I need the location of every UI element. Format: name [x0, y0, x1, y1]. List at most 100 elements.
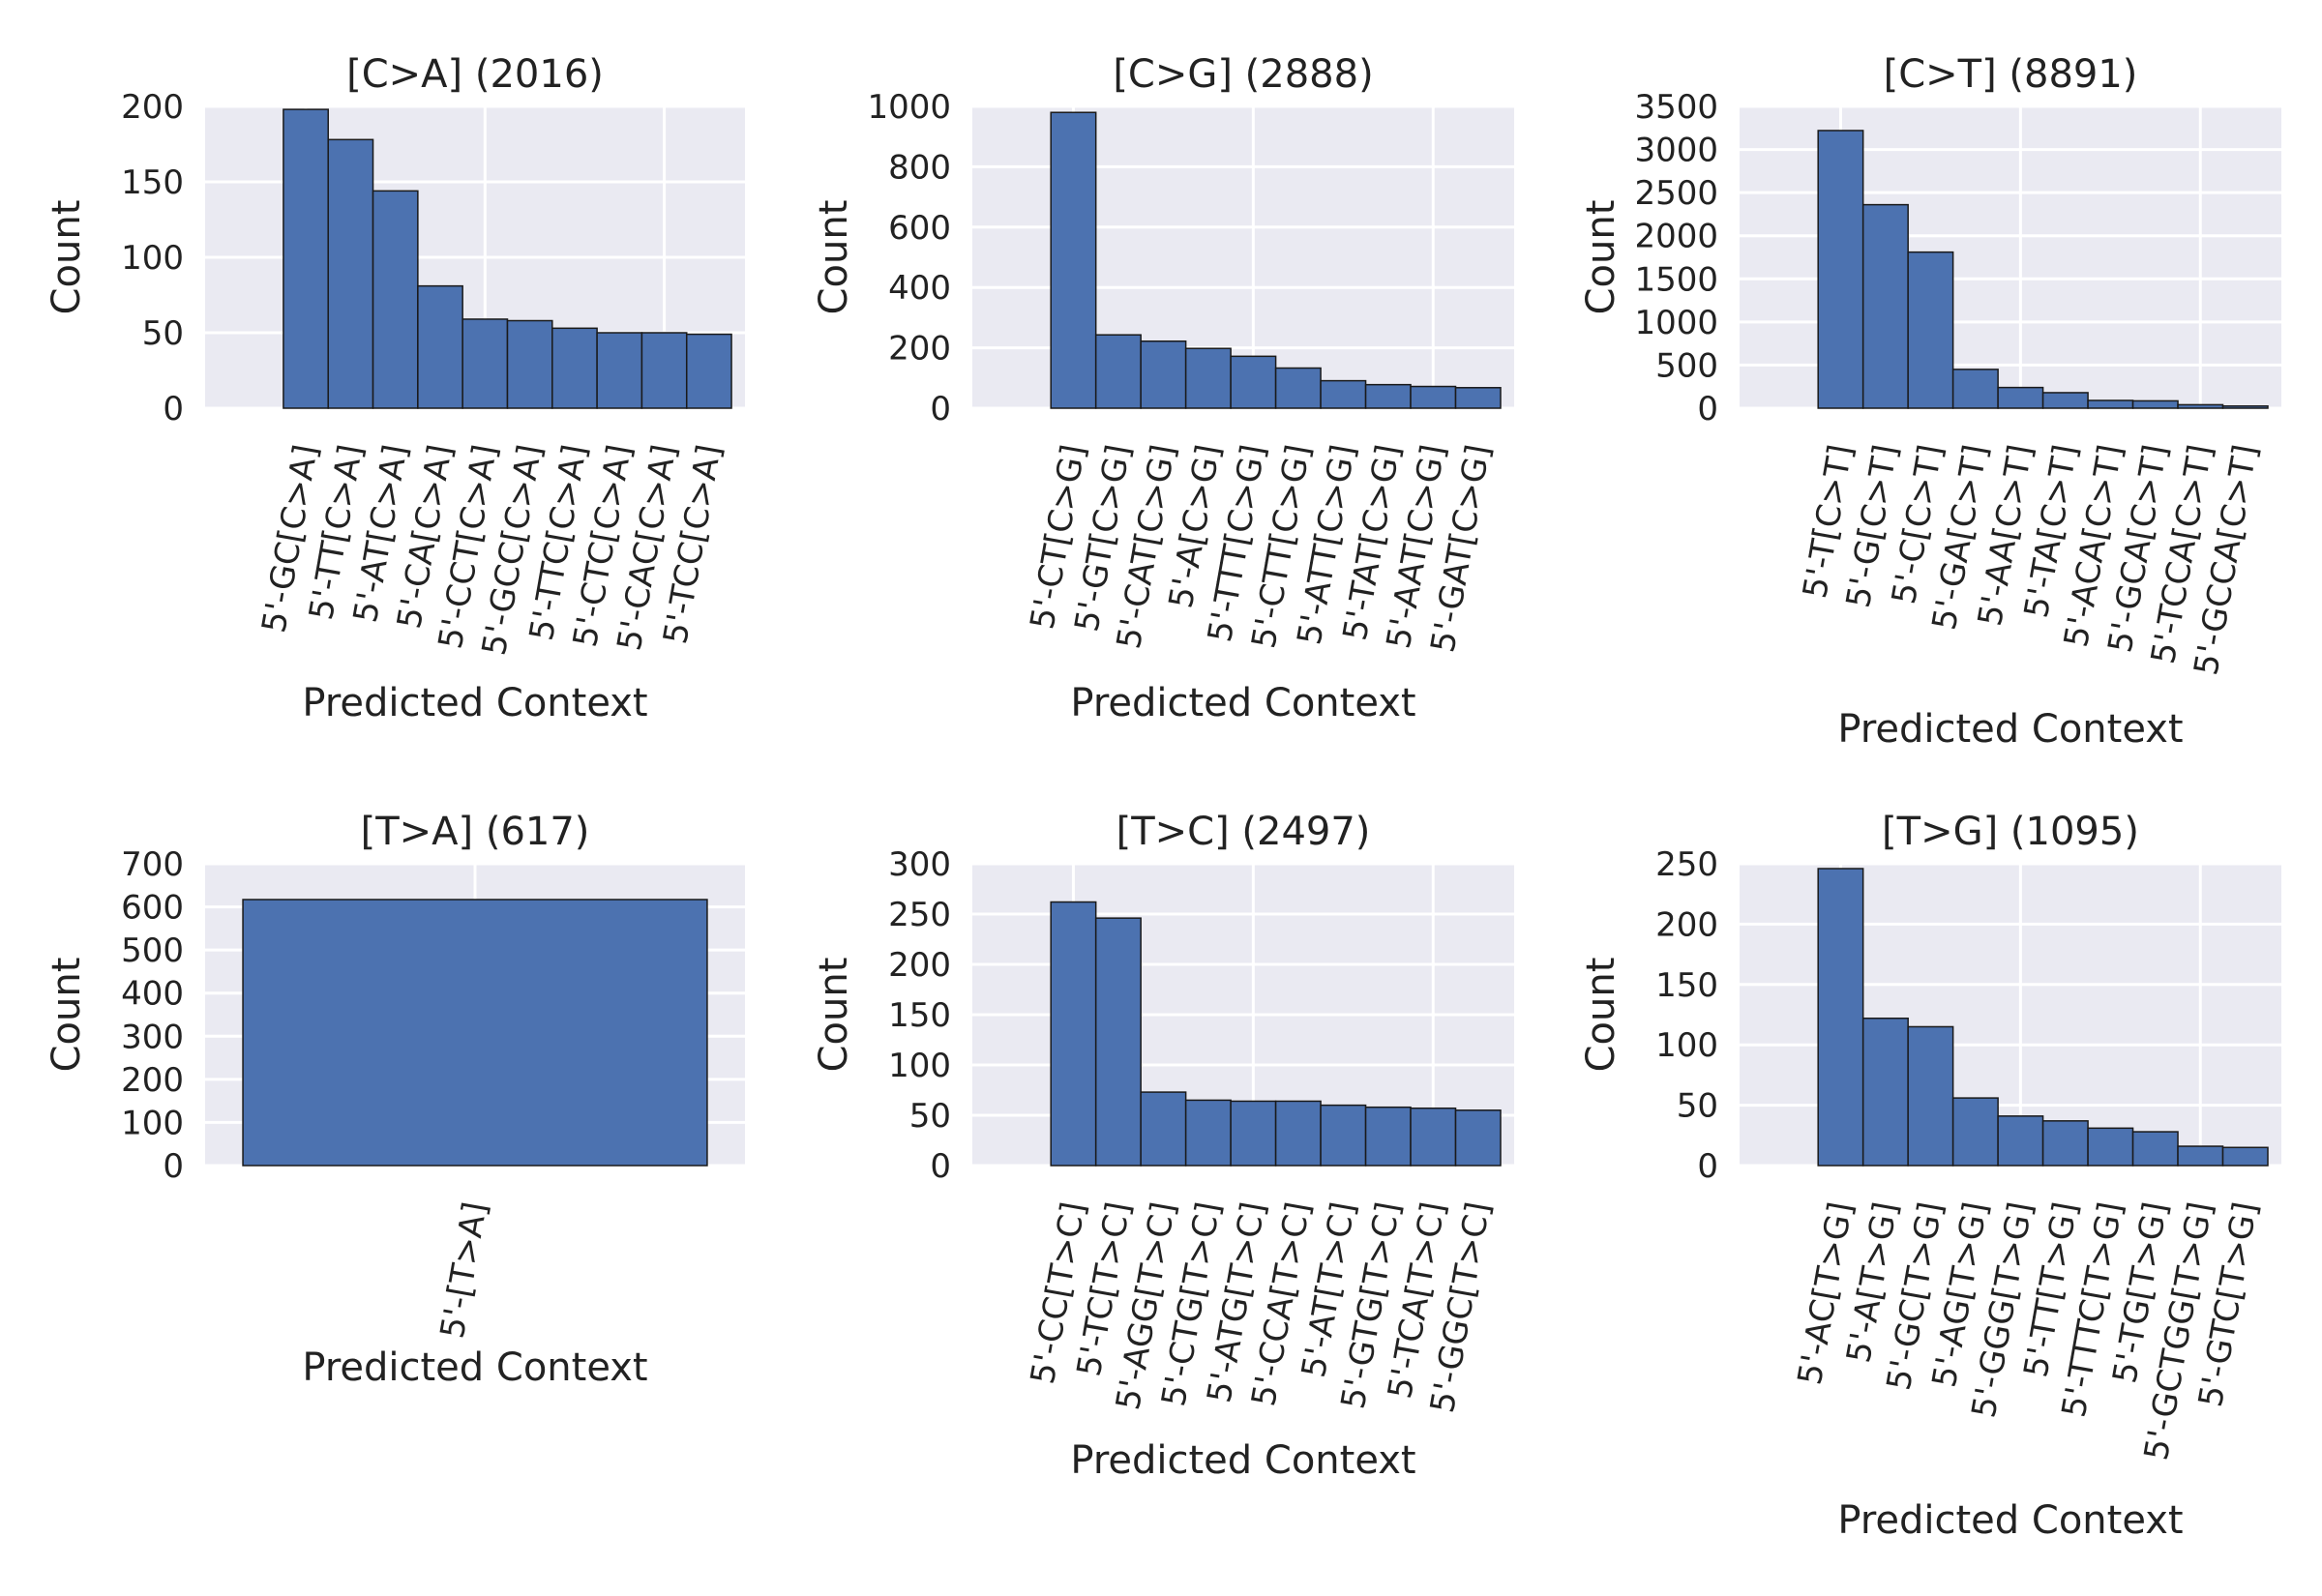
- bar: [1320, 1104, 1367, 1167]
- y-tick-label: 2500: [1634, 174, 1718, 213]
- y-tick-label: 50: [909, 1097, 951, 1136]
- bar: [1410, 385, 1457, 409]
- bar: [1817, 868, 1864, 1167]
- bar: [2177, 1145, 2224, 1167]
- y-tick-label: 700: [121, 845, 184, 884]
- bar: [2131, 1131, 2179, 1167]
- bar: [1050, 901, 1097, 1167]
- y-tick-label: 200: [121, 88, 184, 127]
- bar: [2131, 399, 2179, 409]
- y-tick-label: 400: [888, 269, 951, 308]
- y-tick-label: 300: [121, 1018, 184, 1056]
- y-axis-label: Count: [1579, 958, 1623, 1073]
- y-tick-label: 0: [1697, 1147, 1718, 1186]
- bar: [2221, 1146, 2269, 1167]
- chart-panel-2: 05001000150020002500300035005'-T[C>T]5'-…: [1579, 52, 2281, 752]
- y-tick-label: 200: [888, 330, 951, 369]
- chart-title: [T>G] (1095): [1882, 810, 2139, 854]
- chart-panel-0: 0501001502005'-GC[C>A]5'-TT[C>A]5'-AT[C>…: [45, 52, 745, 725]
- y-tick-label: 0: [163, 1147, 184, 1186]
- y-tick-label: 800: [888, 148, 951, 187]
- y-tick-label: 500: [121, 931, 184, 970]
- bar: [283, 108, 329, 409]
- x-axis-label: Predicted Context: [1837, 1498, 2183, 1543]
- bar: [1364, 1106, 1412, 1167]
- chart-panel-5: 0501001502002505'-AC[T>G]5'-A[T>G]5'-GC[…: [1579, 810, 2281, 1543]
- bar: [327, 138, 374, 409]
- x-axis-label: Predicted Context: [302, 681, 647, 725]
- bar: [1997, 1115, 2044, 1167]
- chart-panel-1: 020040060080010005'-CT[C>G]5'-GT[C>G]5'-…: [812, 52, 1514, 725]
- y-tick-label: 100: [1655, 1026, 1718, 1065]
- bar: [2087, 399, 2134, 409]
- bar: [640, 332, 688, 409]
- y-tick-label: 3000: [1634, 132, 1718, 170]
- y-tick-label: 100: [888, 1047, 951, 1085]
- bar: [1094, 917, 1142, 1167]
- y-tick-label: 50: [142, 314, 184, 353]
- x-axis-label: Predicted Context: [1070, 681, 1415, 725]
- bar: [1230, 1100, 1277, 1167]
- y-tick-label: 400: [121, 975, 184, 1014]
- y-tick-label: 3500: [1634, 88, 1718, 127]
- bar: [1364, 383, 1412, 409]
- y-tick-label: 300: [888, 845, 951, 884]
- bar: [1094, 334, 1142, 409]
- bar: [1320, 379, 1367, 409]
- y-tick-label: 150: [1655, 966, 1718, 1005]
- bar: [372, 190, 419, 409]
- bar: [596, 332, 643, 409]
- chart-title: [C>G] (2888): [1113, 52, 1373, 97]
- chart-panel-4: 0501001502002503005'-CC[T>C]5'-TC[T>C]5'…: [812, 810, 1514, 1483]
- y-tick-label: 1000: [1634, 304, 1718, 342]
- bar: [461, 318, 509, 409]
- chart-title: [T>A] (617): [361, 810, 590, 854]
- y-tick-label: 1500: [1634, 260, 1718, 299]
- bar: [1140, 1091, 1187, 1167]
- bar: [1861, 203, 1909, 409]
- y-tick-label: 0: [163, 390, 184, 429]
- y-tick-label: 500: [1655, 346, 1718, 385]
- bar: [685, 333, 732, 409]
- bar: [417, 284, 463, 409]
- y-tick-label: 100: [121, 239, 184, 278]
- y-tick-label: 250: [888, 896, 951, 934]
- bar: [1951, 1097, 1999, 1167]
- bar: [506, 319, 553, 409]
- bar: [242, 899, 708, 1167]
- bar: [2041, 392, 2089, 409]
- y-tick-label: 100: [121, 1104, 184, 1142]
- y-tick-label: 200: [888, 946, 951, 985]
- x-axis-label: Predicted Context: [1837, 707, 2183, 752]
- bar: [1050, 111, 1097, 409]
- y-axis-label: Count: [45, 958, 89, 1073]
- y-tick-label: 200: [121, 1061, 184, 1100]
- y-tick-label: 0: [1697, 390, 1718, 429]
- bar: [1907, 251, 1954, 409]
- y-axis-label: Count: [812, 200, 856, 315]
- bar: [1140, 340, 1187, 409]
- bar: [1230, 355, 1277, 409]
- bar: [2041, 1120, 2089, 1167]
- bar: [2221, 405, 2269, 409]
- x-axis-label: Predicted Context: [302, 1345, 647, 1390]
- y-axis-label: Count: [1579, 200, 1623, 315]
- bar: [2177, 403, 2224, 409]
- y-tick-label: 0: [930, 1147, 951, 1186]
- y-tick-label: 150: [121, 163, 184, 202]
- y-tick-label: 600: [888, 209, 951, 248]
- bar: [1184, 1099, 1232, 1167]
- chart-title: [T>C] (2497): [1116, 810, 1371, 854]
- bar: [1951, 369, 1999, 409]
- y-tick-label: 0: [930, 390, 951, 429]
- y-tick-label: 600: [121, 889, 184, 928]
- x-axis-label: Predicted Context: [1070, 1438, 1415, 1483]
- y-axis-label: Count: [812, 958, 856, 1073]
- bar: [2087, 1127, 2134, 1167]
- bar: [1410, 1107, 1457, 1167]
- y-tick-label: 200: [1655, 905, 1718, 944]
- chart-title: [C>A] (2016): [346, 52, 604, 97]
- bar: [551, 327, 598, 409]
